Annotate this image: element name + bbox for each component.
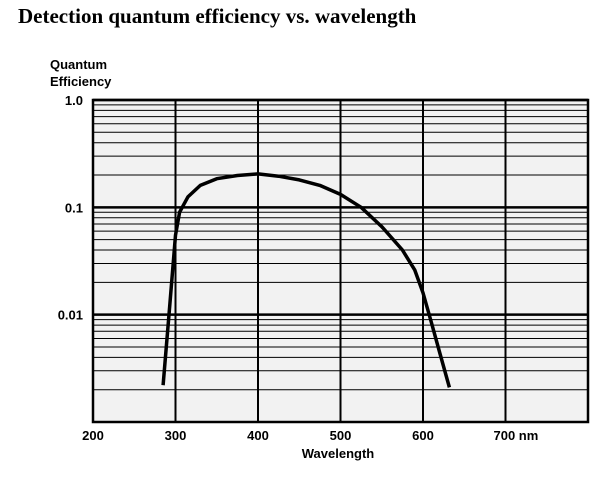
y-axis-label-line-2: Efficiency [50,74,112,89]
y-tick-label: 1.0 [65,93,83,108]
x-tick-label: 200 [82,428,104,443]
x-tick-label: 400 [247,428,269,443]
y-tick-label: 0.1 [65,200,83,215]
x-tick-label: 700 nm [494,428,539,443]
x-tick-label: 500 [330,428,352,443]
x-axis-label: Wavelength [302,446,375,461]
plot-frame [91,98,590,424]
y-tick-label: 0.01 [58,308,83,323]
x-tick-labels: 200 300 400 500 600 700 nm [82,428,538,443]
y-axis-label: Quantum Efficiency [50,56,111,90]
y-tick-labels: 1.0 0.1 0.01 [58,93,83,323]
series-layer [161,172,452,388]
series-line-1 [161,172,452,388]
x-tick-label: 300 [165,428,187,443]
x-tick-label: 600 [412,428,434,443]
chart-title: Detection quantum efficiency vs. wavelen… [18,4,417,28]
y-axis-label-line-1: Quantum [50,57,108,72]
